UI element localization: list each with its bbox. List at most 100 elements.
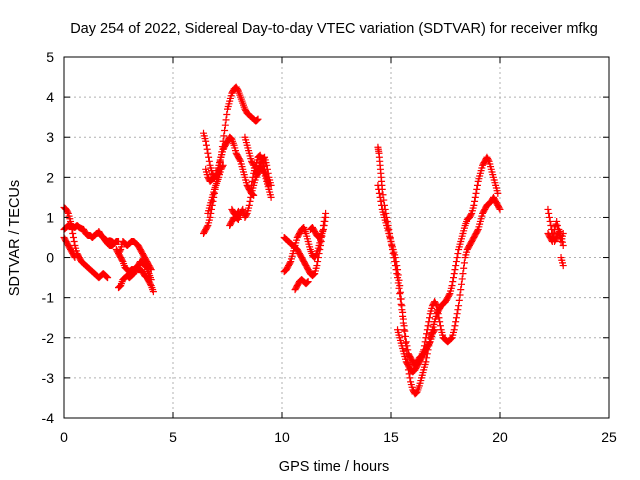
data-point [218, 163, 226, 171]
y-tick-label: 3 [46, 129, 54, 145]
series-arc-24 [544, 217, 567, 246]
data-point [377, 197, 385, 205]
data-point [69, 234, 77, 241]
series-arc-22 [394, 326, 439, 376]
data-point [454, 250, 462, 258]
data-point [399, 308, 407, 316]
y-tick-label: -1 [42, 290, 55, 306]
data-point [393, 262, 401, 270]
data-point [426, 339, 434, 347]
data-point [436, 318, 444, 326]
data-point [314, 258, 322, 266]
data-point [221, 127, 229, 135]
data-point [304, 278, 312, 286]
series-arc-2 [60, 203, 112, 282]
data-point [321, 217, 329, 225]
data-point [64, 208, 72, 216]
series-arc-25 [557, 254, 567, 270]
data-point [402, 338, 410, 346]
data-point [435, 314, 443, 322]
y-tick-label: 2 [46, 169, 54, 185]
data-point [404, 346, 412, 354]
data-point [67, 221, 75, 229]
data-point [452, 318, 460, 326]
data-point [422, 334, 430, 342]
data-point [433, 302, 441, 310]
data-point [460, 259, 468, 267]
data-point [205, 157, 213, 165]
y-tick-label: -4 [42, 410, 55, 426]
data-point [460, 264, 468, 272]
data-point [202, 141, 210, 149]
data-point [434, 306, 442, 314]
data-point [246, 197, 254, 205]
data-point [249, 173, 257, 181]
data-point [455, 296, 463, 304]
data-point [553, 217, 561, 225]
data-point [452, 262, 460, 270]
data-point [544, 205, 552, 213]
data-point [102, 272, 110, 280]
x-tick-label: 15 [383, 429, 399, 445]
series-arc-13 [228, 205, 242, 219]
data-point [223, 110, 231, 118]
y-tick-label: 5 [46, 49, 54, 65]
data-point [431, 326, 439, 334]
data-point [202, 137, 210, 145]
x-tick-label: 25 [601, 429, 617, 445]
data-point [393, 270, 401, 278]
data-point [450, 326, 458, 334]
data-point [206, 213, 214, 221]
data-point [253, 116, 261, 124]
data-point [303, 279, 311, 287]
x-tick-labels: 0 5 10 15 20 25 [60, 429, 617, 445]
data-point [312, 251, 320, 259]
y-tick-label: 4 [46, 89, 54, 105]
data-point [495, 204, 503, 212]
data-point [400, 322, 408, 330]
data-point [397, 295, 405, 303]
data-points [60, 83, 567, 398]
data-point [394, 266, 402, 274]
data-point [236, 156, 244, 164]
data-point [247, 181, 255, 189]
data-point [146, 264, 154, 272]
data-point [559, 262, 567, 270]
data-point [398, 302, 406, 310]
data-point [484, 156, 492, 164]
data-point [203, 145, 211, 153]
data-point [396, 288, 404, 296]
data-point [116, 247, 124, 255]
data-point [396, 290, 404, 298]
data-point [310, 270, 318, 278]
x-tick-label: 20 [492, 429, 508, 445]
data-point [454, 306, 462, 314]
data-point [221, 121, 229, 129]
data-point [375, 189, 383, 197]
data-point [222, 116, 230, 124]
data-point [452, 258, 460, 266]
data-point [395, 276, 403, 284]
data-point [559, 242, 567, 250]
data-point [450, 270, 458, 278]
data-point [247, 193, 255, 201]
data-point [245, 201, 253, 209]
chart-title: Day 254 of 2022, Sidereal Day-to-day VTE… [70, 21, 598, 37]
data-point [406, 374, 414, 382]
data-point [322, 213, 330, 221]
series-arc-20 [374, 143, 502, 398]
y-tick-label: -2 [42, 330, 55, 346]
data-point [426, 314, 434, 322]
data-point [448, 282, 456, 290]
data-point [68, 225, 76, 233]
data-point [234, 209, 242, 217]
data-point [447, 334, 455, 342]
data-point [104, 274, 112, 282]
data-point [402, 332, 410, 340]
data-point [455, 302, 463, 310]
data-point [147, 266, 155, 274]
data-point [470, 201, 478, 209]
data-point [457, 280, 465, 288]
data-point [472, 189, 480, 197]
